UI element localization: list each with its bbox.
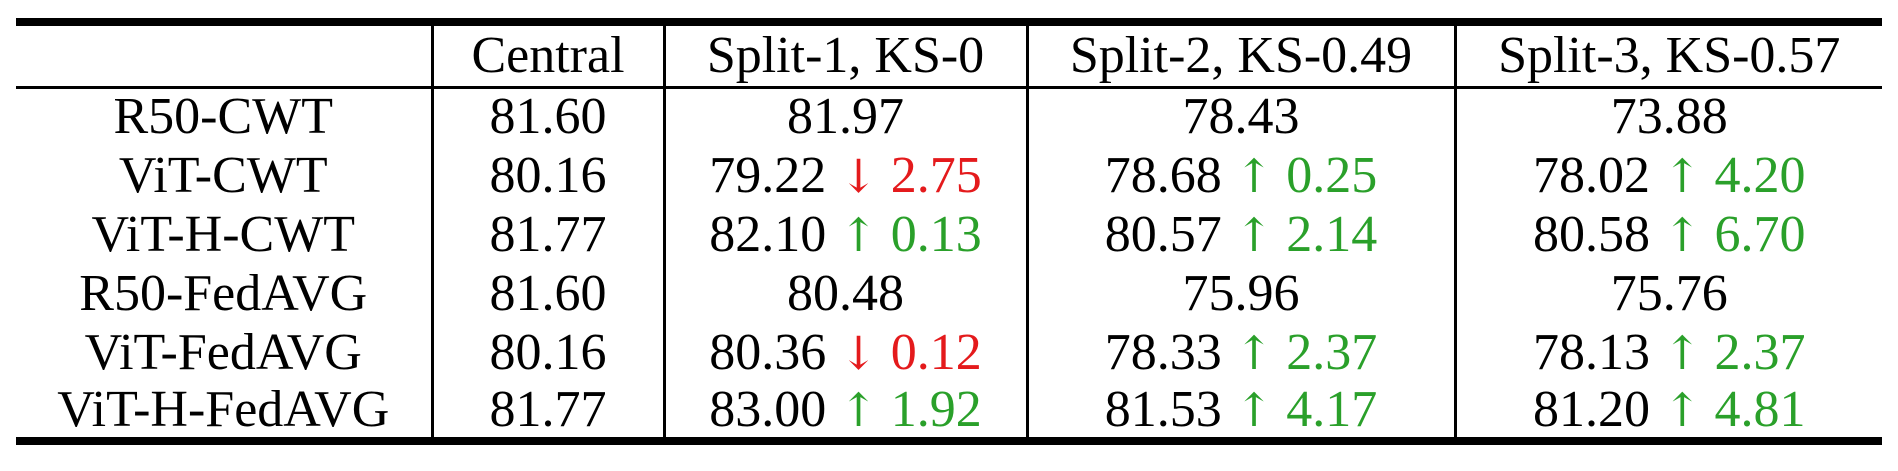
split-3-cell: 78.13 ↑ 2.37 bbox=[1453, 323, 1882, 382]
delta-value: 2.37 bbox=[1286, 323, 1378, 381]
accuracy-value: 75.96 bbox=[1182, 264, 1300, 322]
central-value: 81.77 bbox=[430, 205, 664, 264]
header-central: Central bbox=[430, 18, 664, 89]
delta-value: 2.75 bbox=[890, 146, 982, 204]
split-2-cell: 78.68 ↑ 0.25 bbox=[1025, 146, 1455, 205]
split-3-cell: 73.88 bbox=[1453, 87, 1882, 146]
row-label: ViT-CWT bbox=[118, 146, 328, 204]
delta-value: 4.20 bbox=[1714, 146, 1806, 204]
accuracy-value: 75.76 bbox=[1610, 264, 1728, 322]
row-label: ViT-H-CWT bbox=[91, 205, 356, 263]
split-3-cell: 80.58 ↑ 6.70 bbox=[1453, 205, 1882, 264]
split-3-cell: 78.02 ↑ 4.20 bbox=[1453, 146, 1882, 205]
split-2-cell: 78.43 bbox=[1025, 87, 1455, 146]
arrow-up-icon: ↑ bbox=[1662, 148, 1702, 203]
accuracy-value: 78.02 bbox=[1532, 146, 1650, 204]
accuracy-value: 80.36 bbox=[709, 323, 827, 381]
arrow-down-icon: ↓ bbox=[839, 148, 878, 203]
arrow-down-icon: ↓ bbox=[839, 325, 878, 380]
accuracy-value: 78.43 bbox=[1182, 88, 1300, 146]
table-row: R50-FedAVG 81.60 80.48 75.96 75.76 bbox=[16, 264, 1882, 323]
header-split-3: Split-3, KS-0.57 bbox=[1453, 18, 1882, 89]
split-1-cell: 80.48 bbox=[662, 264, 1027, 323]
split-1-cell: 79.22 ↓ 2.75 bbox=[662, 146, 1027, 205]
accuracy-value: 78.68 bbox=[1104, 146, 1222, 204]
central-value: 80.16 bbox=[430, 146, 664, 205]
header-corner bbox=[16, 18, 432, 89]
delta-value: 0.12 bbox=[890, 323, 982, 381]
table-header: Central Split-1, KS-0 Split-2, KS-0.49 S… bbox=[16, 18, 1882, 89]
arrow-up-icon: ↑ bbox=[1234, 207, 1274, 262]
row-label: ViT-H-FedAVG bbox=[16, 382, 432, 445]
arrow-up-icon: ↑ bbox=[839, 382, 878, 437]
central-value: 80.16 bbox=[430, 323, 664, 382]
results-table: Central Split-1, KS-0 Split-2, KS-0.49 S… bbox=[16, 18, 1882, 445]
arrow-up-icon: ↑ bbox=[1234, 325, 1274, 380]
header-row: Central Split-1, KS-0 Split-2, KS-0.49 S… bbox=[16, 18, 1882, 89]
central-value: 81.77 bbox=[430, 382, 664, 445]
table-body: R50-CWT 81.60 81.97 78.43 73.88 ViT-CWT 80.16 7… bbox=[16, 87, 1882, 445]
accuracy-value: 80.58 bbox=[1532, 205, 1650, 263]
accuracy-value: 80.48 bbox=[787, 264, 904, 322]
central-value: 81.60 bbox=[430, 87, 664, 146]
delta-value: 1.92 bbox=[890, 380, 982, 438]
header-split-2: Split-2, KS-0.49 bbox=[1025, 18, 1455, 89]
central-value: 81.60 bbox=[430, 264, 664, 323]
delta-value: 4.81 bbox=[1714, 380, 1806, 438]
accuracy-value: 82.10 bbox=[709, 205, 827, 263]
delta-value: 2.37 bbox=[1714, 323, 1806, 381]
arrow-up-icon: ↑ bbox=[839, 207, 878, 262]
row-label: ViT-FedAVG bbox=[84, 323, 362, 381]
split-3-cell: 81.20 ↑ 4.81 bbox=[1453, 380, 1882, 445]
split-1-cell: 80.36 ↓ 0.12 bbox=[662, 323, 1027, 382]
table-row: ViT-H-FedAVG 81.77 83.00 ↑ 1.92 81.53 ↑ 4.1… bbox=[16, 380, 1882, 445]
table-row: ViT-CWT 80.16 79.22 ↓ 2.75 78.68 ↑ 0.25 78.0… bbox=[16, 146, 1882, 205]
accuracy-value: 78.13 bbox=[1532, 323, 1650, 381]
accuracy-value: 78.33 bbox=[1104, 323, 1222, 381]
split-2-cell: 81.53 ↑ 4.17 bbox=[1025, 380, 1455, 445]
accuracy-value: 81.53 bbox=[1104, 380, 1222, 438]
arrow-up-icon: ↑ bbox=[1234, 382, 1274, 437]
delta-value: 2.14 bbox=[1286, 205, 1378, 263]
header-split-1: Split-1, KS-0 bbox=[662, 18, 1027, 89]
split-3-cell: 75.76 bbox=[1453, 264, 1882, 323]
accuracy-value: 83.00 bbox=[709, 380, 827, 438]
arrow-up-icon: ↑ bbox=[1234, 148, 1274, 203]
split-1-cell: 83.00 ↑ 1.92 bbox=[662, 380, 1027, 445]
arrow-up-icon: ↑ bbox=[1662, 325, 1702, 380]
accuracy-value: 81.97 bbox=[787, 88, 904, 146]
split-2-cell: 80.57 ↑ 2.14 bbox=[1025, 205, 1455, 264]
arrow-up-icon: ↑ bbox=[1662, 207, 1702, 262]
row-label: R50-FedAVG bbox=[79, 264, 368, 322]
accuracy-value: 79.22 bbox=[709, 146, 827, 204]
row-label: R50-CWT bbox=[113, 88, 334, 146]
arrow-up-icon: ↑ bbox=[1662, 382, 1702, 437]
split-1-cell: 81.97 bbox=[662, 87, 1027, 146]
split-2-cell: 78.33 ↑ 2.37 bbox=[1025, 323, 1455, 382]
table-row: ViT-FedAVG 80.16 80.36 ↓ 0.12 78.33 ↑ 2.37 7… bbox=[16, 323, 1882, 382]
delta-value: 0.25 bbox=[1286, 146, 1378, 204]
split-1-cell: 82.10 ↑ 0.13 bbox=[662, 205, 1027, 264]
delta-value: 0.13 bbox=[890, 205, 982, 263]
accuracy-value: 81.20 bbox=[1532, 380, 1650, 438]
delta-value: 4.17 bbox=[1286, 380, 1378, 438]
split-2-cell: 75.96 bbox=[1025, 264, 1455, 323]
accuracy-value: 80.57 bbox=[1104, 205, 1222, 263]
table-row: ViT-H-CWT 81.77 82.10 ↑ 0.13 80.57 ↑ 2.14 80… bbox=[16, 205, 1882, 264]
table-row: R50-CWT 81.60 81.97 78.43 73.88 bbox=[16, 87, 1882, 146]
accuracy-value: 73.88 bbox=[1610, 88, 1728, 146]
delta-value: 6.70 bbox=[1714, 205, 1806, 263]
